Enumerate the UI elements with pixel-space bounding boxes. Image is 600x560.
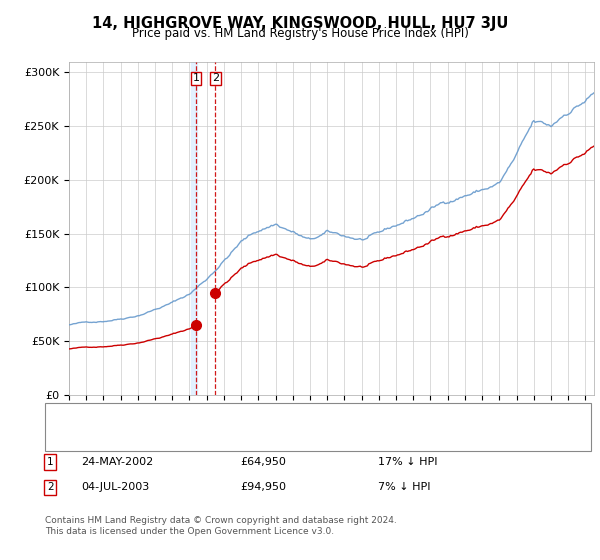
Text: 2: 2 bbox=[47, 482, 53, 492]
Text: HPI: Average price, detached house, City of Kingston upon Hull: HPI: Average price, detached house, City… bbox=[96, 433, 404, 443]
Text: 04-JUL-2003: 04-JUL-2003 bbox=[81, 482, 149, 492]
Text: £64,950: £64,950 bbox=[240, 457, 286, 467]
Text: 2: 2 bbox=[212, 73, 219, 83]
Text: 14, HIGHGROVE WAY, KINGSWOOD, HULL, HU7 3JU (detached house): 14, HIGHGROVE WAY, KINGSWOOD, HULL, HU7 … bbox=[96, 411, 434, 421]
Text: 24-MAY-2002: 24-MAY-2002 bbox=[81, 457, 153, 467]
Text: 14, HIGHGROVE WAY, KINGSWOOD, HULL, HU7 3JU: 14, HIGHGROVE WAY, KINGSWOOD, HULL, HU7 … bbox=[92, 16, 508, 31]
Text: ─────: ───── bbox=[54, 409, 91, 423]
Text: ─────: ───── bbox=[54, 431, 91, 445]
Text: Contains HM Land Registry data © Crown copyright and database right 2024.
This d: Contains HM Land Registry data © Crown c… bbox=[45, 516, 397, 536]
Text: £94,950: £94,950 bbox=[240, 482, 286, 492]
Text: 17% ↓ HPI: 17% ↓ HPI bbox=[378, 457, 437, 467]
Text: Price paid vs. HM Land Registry's House Price Index (HPI): Price paid vs. HM Land Registry's House … bbox=[131, 27, 469, 40]
Text: 1: 1 bbox=[47, 457, 53, 467]
Text: 7% ↓ HPI: 7% ↓ HPI bbox=[378, 482, 431, 492]
Bar bbox=[191, 62, 197, 395]
Text: 1: 1 bbox=[193, 73, 200, 83]
